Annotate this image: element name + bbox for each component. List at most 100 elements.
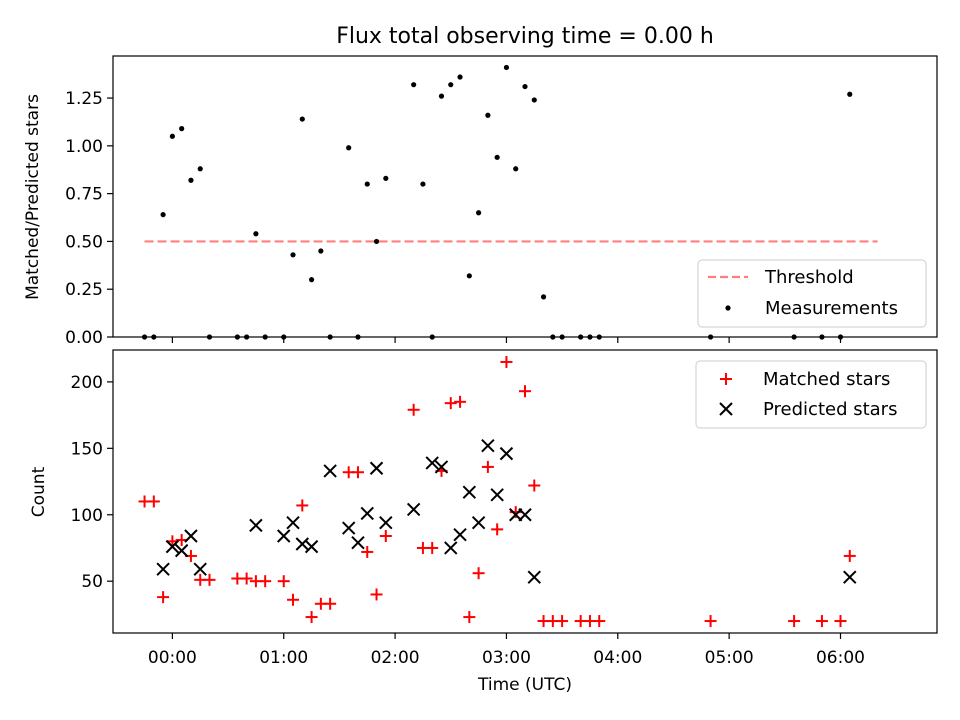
legend-threshold-label: Threshold bbox=[764, 267, 854, 288]
measurement-point bbox=[253, 231, 259, 237]
legend-predicted-swatch bbox=[719, 402, 733, 416]
measurement-point bbox=[540, 294, 547, 300]
x-tick-label: 00:00 bbox=[148, 648, 197, 668]
measurement-point bbox=[476, 210, 482, 216]
matched-star-point bbox=[147, 495, 160, 508]
predicted-star-point bbox=[369, 461, 384, 475]
measurement-point bbox=[466, 273, 472, 279]
predicted-star-point bbox=[499, 446, 514, 461]
matched-star-point bbox=[815, 615, 828, 628]
matched-star-point bbox=[454, 395, 467, 408]
measurement-point bbox=[364, 181, 370, 187]
measurement-point bbox=[197, 166, 203, 172]
measurement-point bbox=[513, 166, 519, 172]
predicted-star-point bbox=[425, 456, 439, 470]
legend-measurements-swatch bbox=[725, 305, 731, 311]
y-tick-label: 0.00 bbox=[65, 328, 103, 348]
bottom-plot-frame bbox=[112, 349, 938, 634]
predicted-star-point bbox=[406, 502, 421, 517]
matched-star-point bbox=[361, 545, 374, 558]
bottom-y-axis-label: Count bbox=[29, 466, 49, 517]
matched-star-point bbox=[426, 541, 439, 554]
measurement-point bbox=[503, 64, 510, 71]
predicted-star-point bbox=[360, 506, 374, 521]
predicted-star-point bbox=[843, 570, 857, 584]
predicted-star-point bbox=[323, 464, 337, 478]
top-subplot: Flux total observing time = 0.00 h 0.00 0… bbox=[23, 24, 938, 348]
bottom-y-axis-ticks: 50 100 150 200 bbox=[71, 373, 113, 592]
predicted-star-point bbox=[341, 521, 356, 535]
x-tick-label: 05:00 bbox=[705, 648, 754, 668]
measurement-point bbox=[420, 181, 426, 187]
matched-star-point bbox=[528, 479, 541, 492]
y-tick-label: 150 bbox=[71, 439, 103, 459]
measurement-point bbox=[457, 74, 463, 80]
measurement-point bbox=[308, 277, 315, 283]
y-tick-label: 0.50 bbox=[65, 232, 103, 252]
matched-star-point bbox=[593, 615, 606, 628]
measurement-point bbox=[179, 126, 185, 132]
bottom-subplot: 50 100 150 200 00:00 01:00 02:00 03:00 04:00 05:… bbox=[29, 349, 938, 695]
matched-star-point bbox=[843, 549, 856, 562]
measurement-point bbox=[522, 83, 528, 90]
measurement-point bbox=[531, 97, 537, 103]
matched-star-point bbox=[370, 588, 383, 601]
y-tick-label: 1.25 bbox=[65, 89, 103, 109]
legend-predicted-label: Predicted stars bbox=[763, 399, 897, 420]
top-series-layer bbox=[141, 64, 878, 340]
predicted-star-point bbox=[184, 529, 198, 543]
y-tick-label: 100 bbox=[71, 506, 103, 526]
matched-star-point bbox=[203, 573, 216, 586]
top-y-axis-label: Matched/Predicted stars bbox=[23, 94, 43, 300]
legend-matched-label: Matched stars bbox=[763, 369, 890, 390]
x-tick-label: 04:00 bbox=[593, 648, 642, 668]
predicted-star-point bbox=[527, 570, 541, 584]
matched-star-point bbox=[305, 611, 318, 624]
top-plot-frame bbox=[112, 55, 938, 338]
matched-star-point bbox=[240, 572, 253, 585]
matched-star-point bbox=[491, 523, 504, 536]
matched-star-point bbox=[463, 611, 476, 624]
measurement-point bbox=[299, 116, 305, 122]
predicted-star-point bbox=[286, 516, 300, 530]
measurement-point bbox=[346, 145, 352, 151]
measurement-point bbox=[160, 212, 166, 218]
y-tick-label: 1.00 bbox=[65, 137, 103, 157]
measurement-point bbox=[383, 175, 389, 181]
bottom-legend: Matched stars Predicted stars bbox=[695, 360, 927, 429]
predicted-star-point bbox=[518, 508, 532, 522]
predicted-star-point bbox=[434, 460, 449, 474]
measurement-point bbox=[448, 82, 454, 88]
top-y-axis-ticks: 0.00 0.25 0.50 0.75 1.00 1.25 bbox=[65, 89, 113, 348]
measurement-point bbox=[438, 93, 445, 99]
matched-star-point bbox=[296, 499, 309, 512]
measurement-point bbox=[485, 112, 491, 118]
matched-star-point bbox=[788, 615, 801, 628]
top-legend-box bbox=[697, 259, 927, 328]
matched-star-point bbox=[444, 397, 457, 410]
bottom-legend-box bbox=[695, 360, 927, 429]
x-tick-label: 03:00 bbox=[482, 648, 531, 668]
measurement-point bbox=[290, 252, 296, 258]
y-tick-label: 50 bbox=[81, 572, 103, 592]
legend-matched-swatch bbox=[720, 373, 732, 385]
measurement-point bbox=[411, 82, 417, 88]
x-axis-label: Time (UTC) bbox=[477, 675, 572, 695]
bottom-x-axis-ticks: 00:00 01:00 02:00 03:00 04:00 05:00 06:00 bbox=[148, 633, 865, 668]
chart-title: Flux total observing time = 0.00 h bbox=[336, 24, 714, 49]
predicted-star-point bbox=[462, 485, 477, 499]
predicted-star-point bbox=[490, 488, 504, 502]
predicted-star-point bbox=[304, 539, 319, 554]
measurement-point bbox=[318, 248, 324, 254]
matched-star-point bbox=[407, 403, 420, 416]
top-x-axis-ticks bbox=[171, 337, 842, 343]
y-tick-label: 0.25 bbox=[65, 280, 103, 300]
measurement-point bbox=[169, 133, 175, 139]
predicted-star-point bbox=[249, 518, 263, 533]
bottom-series-layer bbox=[138, 355, 857, 628]
predicted-star-point bbox=[481, 438, 495, 453]
matched-star-point bbox=[157, 591, 170, 604]
top-legend: Threshold Measurements bbox=[697, 259, 927, 328]
measurement-point bbox=[847, 91, 853, 97]
